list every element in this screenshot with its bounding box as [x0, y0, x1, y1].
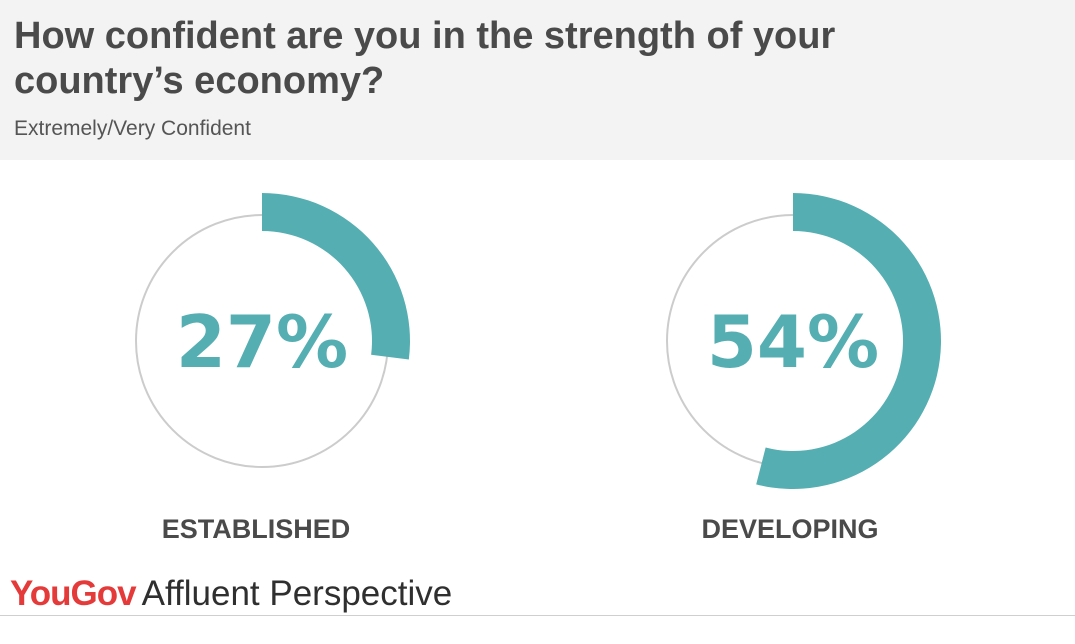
donut-arc-developing — [756, 193, 941, 490]
brand-gov: Gov — [70, 574, 137, 613]
donut-established: 27% ESTABLISHED — [135, 193, 410, 544]
donut-value-developing: 54% — [707, 300, 879, 384]
brand-you: You — [10, 574, 72, 613]
chart-title: How confident are you in the strength of… — [14, 15, 836, 102]
footer-divider — [0, 615, 1075, 616]
chart-header: How confident are you in the strength of… — [0, 0, 1075, 160]
donut-value-established: 27% — [176, 300, 348, 384]
brand-product: Affluent Perspective — [141, 574, 453, 613]
donut-arc-established — [262, 193, 410, 360]
yougov-logo: YouGov Affluent Perspective — [10, 574, 452, 614]
donut-category-established: ESTABLISHED — [162, 514, 351, 544]
chart-subtitle: Extremely/Very Confident — [14, 117, 251, 140]
donut-category-developing: DEVELOPING — [701, 514, 878, 544]
donut-developing: 54% DEVELOPING — [666, 193, 941, 544]
